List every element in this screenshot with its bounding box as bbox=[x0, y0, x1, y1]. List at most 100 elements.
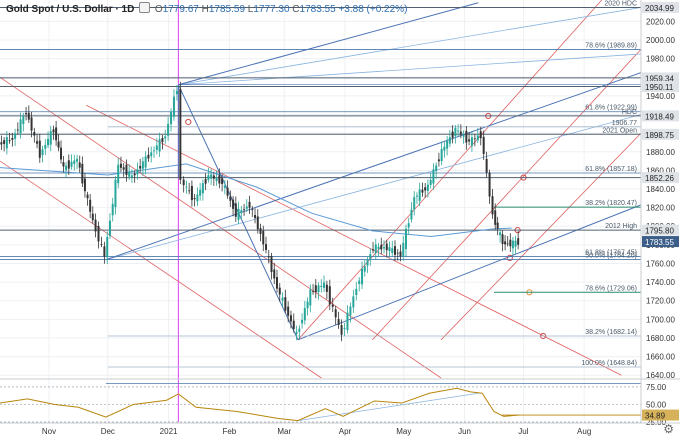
candle-body bbox=[256, 216, 259, 230]
candle-body bbox=[44, 144, 47, 149]
rsi-current-tag-bg bbox=[642, 409, 679, 421]
candle-body bbox=[139, 166, 142, 169]
candle-body bbox=[303, 308, 306, 321]
candle-body bbox=[94, 219, 97, 232]
candle-body bbox=[106, 236, 109, 258]
candle-body bbox=[117, 164, 120, 184]
candle-body bbox=[488, 172, 491, 197]
candle-body bbox=[47, 138, 50, 146]
candle-body bbox=[393, 246, 396, 255]
level-label: 61.8% (1922.99) bbox=[585, 105, 637, 112]
candle-body bbox=[377, 246, 380, 250]
candle-body bbox=[243, 209, 246, 211]
price-tick-label: 1720.00 bbox=[646, 297, 675, 306]
candle-body bbox=[161, 137, 164, 143]
candle-body bbox=[86, 194, 89, 199]
level-price-tag: 1918.49 bbox=[645, 112, 674, 121]
candle-body bbox=[55, 127, 58, 141]
candle-body bbox=[248, 201, 251, 208]
candle-body bbox=[91, 213, 94, 221]
candle-body bbox=[188, 190, 191, 192]
candle-body bbox=[185, 186, 188, 188]
current-price-tag: 1783.55 bbox=[645, 238, 674, 247]
candle-body bbox=[193, 197, 196, 200]
candle-body bbox=[67, 160, 70, 169]
level-price-tag: 1950.11 bbox=[645, 83, 674, 92]
candle-body bbox=[240, 210, 243, 213]
price-tick-label: 1840.00 bbox=[646, 185, 675, 194]
candle-body bbox=[432, 169, 435, 184]
candle-body bbox=[470, 137, 473, 146]
level-label: 78.6% (1989.89) bbox=[585, 42, 637, 49]
price-tick-label: 1640.00 bbox=[646, 371, 675, 380]
candle-body bbox=[141, 161, 144, 169]
candle-body bbox=[289, 315, 292, 322]
pitchfork-blue-line bbox=[178, 53, 642, 86]
candle-body bbox=[147, 154, 150, 159]
candle-body bbox=[223, 185, 226, 188]
price-tick-label: 1820.00 bbox=[646, 204, 675, 213]
candle-body bbox=[517, 238, 520, 245]
candle-body bbox=[504, 241, 507, 245]
candle-body bbox=[494, 210, 497, 225]
candle-body bbox=[30, 117, 33, 131]
gear-icon[interactable]: ⚙ bbox=[663, 422, 674, 436]
candle-body bbox=[435, 165, 438, 172]
candle-body bbox=[380, 244, 383, 250]
candle-body bbox=[270, 255, 273, 273]
candle-body bbox=[287, 306, 290, 316]
trend-drawings bbox=[0, 0, 642, 422]
close-label: C bbox=[292, 4, 300, 15]
candle-body bbox=[153, 150, 156, 152]
candle-body bbox=[273, 269, 276, 279]
level-label: 38.2% (1820.47) bbox=[585, 200, 637, 207]
candle-body bbox=[0, 142, 3, 145]
pitchfork-red-line bbox=[86, 104, 622, 376]
time-tick-label: Mar bbox=[277, 427, 291, 436]
candle-body bbox=[49, 131, 52, 145]
time-tick-label: Nov bbox=[42, 427, 56, 436]
candle-body bbox=[215, 177, 218, 182]
candle-body bbox=[485, 158, 488, 173]
candle-body bbox=[275, 277, 278, 289]
moving-average-line bbox=[0, 163, 512, 237]
time-tick-label: Jun bbox=[458, 427, 471, 436]
candle-body bbox=[265, 244, 268, 250]
candle-body bbox=[130, 175, 133, 177]
level-price-tag-bg bbox=[642, 172, 679, 184]
candle-body bbox=[476, 135, 479, 141]
candle-body bbox=[267, 256, 270, 258]
price-series bbox=[0, 81, 520, 342]
rsi-line bbox=[0, 387, 520, 422]
level-label: 2020 HDC bbox=[604, 0, 637, 7]
candle-body bbox=[76, 158, 79, 162]
candle-body bbox=[437, 159, 440, 162]
candle-body bbox=[482, 136, 485, 154]
candle-body bbox=[259, 228, 262, 235]
candle-body bbox=[312, 291, 315, 293]
candle-body bbox=[448, 137, 451, 144]
candle-body bbox=[218, 175, 221, 184]
candle-body bbox=[292, 320, 295, 329]
candle-body bbox=[158, 139, 161, 152]
candle-body bbox=[278, 287, 281, 295]
candle-body bbox=[374, 244, 377, 254]
change-value: +3.88 (+0.22%) bbox=[338, 4, 408, 15]
level-label: 2012 High bbox=[605, 223, 637, 230]
level-label: 100.0% (1648.84) bbox=[581, 360, 637, 367]
low-label: L bbox=[247, 4, 254, 15]
time-tick-label: May bbox=[396, 427, 411, 436]
candle-body bbox=[133, 173, 136, 176]
candle-body bbox=[190, 185, 193, 201]
level-label: 61.8% (1767.45) bbox=[585, 250, 637, 257]
pitchfork-red-line bbox=[297, 0, 603, 341]
candle-body bbox=[167, 123, 170, 136]
candle-body bbox=[509, 239, 512, 247]
candle-body bbox=[170, 111, 173, 125]
candle-body bbox=[511, 240, 514, 249]
symbol-title[interactable]: Gold Spot / U.S. Dollar · 1D bbox=[6, 4, 135, 15]
legend-toggle-icon[interactable] bbox=[139, 2, 151, 13]
level-price-tag-bg bbox=[642, 72, 679, 84]
